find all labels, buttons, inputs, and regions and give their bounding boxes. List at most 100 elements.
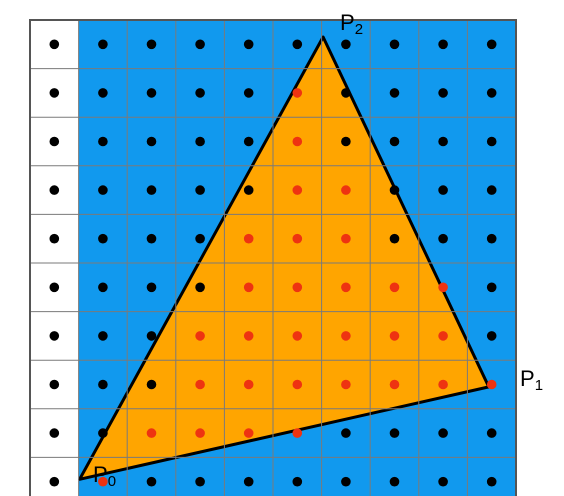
- sample-point-covered: [389, 331, 400, 341]
- sample-point: [195, 233, 205, 244]
- sample-point: [195, 185, 205, 195]
- vertex-label-p0-sub: 0: [108, 473, 116, 490]
- sample-point: [146, 331, 157, 341]
- sample-point: [49, 88, 60, 98]
- sample-point-covered: [341, 185, 351, 195]
- sample-point-covered: [292, 88, 303, 98]
- sample-point: [486, 282, 497, 293]
- sample-point: [438, 136, 448, 147]
- sample-point: [438, 39, 448, 50]
- sample-point: [341, 39, 351, 50]
- sample-point-covered: [195, 379, 205, 390]
- sample-point: [195, 136, 205, 147]
- sample-point: [389, 39, 400, 50]
- sample-point: [49, 428, 60, 438]
- sample-point: [292, 39, 303, 50]
- sample-point-covered: [243, 233, 254, 244]
- sample-point: [146, 379, 157, 390]
- sample-point: [486, 88, 497, 98]
- vertex-label-p1: P1: [520, 366, 543, 394]
- vertex-label-p0-name: P: [93, 462, 108, 487]
- sample-point-covered: [98, 476, 108, 487]
- vertex-label-p2-name: P: [340, 10, 355, 35]
- sample-point: [49, 39, 60, 50]
- sample-point: [486, 331, 497, 341]
- sample-point: [98, 331, 108, 341]
- sample-point: [146, 233, 157, 244]
- vertex-label-p2-sub: 2: [355, 21, 363, 38]
- sample-point: [389, 185, 400, 195]
- sample-point: [341, 428, 351, 438]
- sample-point: [389, 428, 400, 438]
- sample-point: [98, 88, 108, 98]
- sample-point: [98, 233, 108, 244]
- sample-point-covered: [243, 379, 254, 390]
- sample-point-covered: [341, 331, 351, 341]
- sample-points: [49, 39, 497, 487]
- sample-point: [243, 39, 254, 50]
- sample-point: [195, 476, 205, 487]
- sample-point-covered: [292, 331, 303, 341]
- sample-point-covered: [292, 185, 303, 195]
- sample-point: [438, 476, 448, 487]
- sample-point: [49, 233, 60, 244]
- sample-point: [49, 379, 60, 390]
- sample-point: [438, 428, 448, 438]
- sample-point-covered: [389, 379, 400, 390]
- sample-point-covered: [341, 282, 351, 293]
- sample-point: [341, 88, 351, 98]
- sample-point: [146, 185, 157, 195]
- grid-lines: [30, 20, 516, 496]
- sample-point: [486, 136, 497, 147]
- sample-point-covered: [292, 379, 303, 390]
- vertex-label-p1-name: P: [520, 366, 535, 391]
- sample-point-covered: [195, 331, 205, 341]
- sample-point: [49, 331, 60, 341]
- sample-point: [389, 476, 400, 487]
- sample-point: [438, 88, 448, 98]
- sample-point: [98, 428, 108, 438]
- sample-point: [486, 185, 497, 195]
- sample-point-covered: [243, 428, 254, 438]
- sample-point: [195, 39, 205, 50]
- sample-point-covered: [243, 331, 254, 341]
- sample-point-covered: [486, 379, 497, 390]
- sample-point: [146, 282, 157, 293]
- sample-point: [438, 185, 448, 195]
- sample-point-covered: [341, 379, 351, 390]
- sample-point: [486, 39, 497, 50]
- sample-point: [243, 185, 254, 195]
- sample-point-covered: [195, 428, 205, 438]
- sample-point: [389, 88, 400, 98]
- sample-point-covered: [389, 282, 400, 293]
- sample-point: [389, 136, 400, 147]
- sample-point: [243, 476, 254, 487]
- sample-point: [292, 476, 303, 487]
- sample-point-covered: [438, 331, 448, 341]
- sample-point-covered: [146, 428, 157, 438]
- sample-point: [341, 476, 351, 487]
- sample-point-covered: [292, 428, 303, 438]
- sample-point: [146, 476, 157, 487]
- sample-point: [49, 282, 60, 293]
- sample-point: [49, 185, 60, 195]
- sample-point: [146, 39, 157, 50]
- sample-point: [98, 136, 108, 147]
- sample-point-covered: [243, 282, 254, 293]
- sample-point: [389, 233, 400, 244]
- triangle: [78, 35, 491, 481]
- sample-point: [341, 136, 351, 147]
- vertex-label-p0: P0: [93, 462, 116, 490]
- sample-point: [195, 282, 205, 293]
- outside-column: [30, 20, 79, 496]
- vertex-label-p2: P2: [340, 10, 363, 38]
- sample-point: [49, 476, 60, 487]
- vertex-label-p1-sub: 1: [535, 377, 543, 394]
- sample-point-covered: [292, 136, 303, 147]
- sample-point: [146, 88, 157, 98]
- sample-point: [243, 136, 254, 147]
- sample-point: [98, 379, 108, 390]
- sample-point-covered: [292, 233, 303, 244]
- sample-point-covered: [438, 379, 448, 390]
